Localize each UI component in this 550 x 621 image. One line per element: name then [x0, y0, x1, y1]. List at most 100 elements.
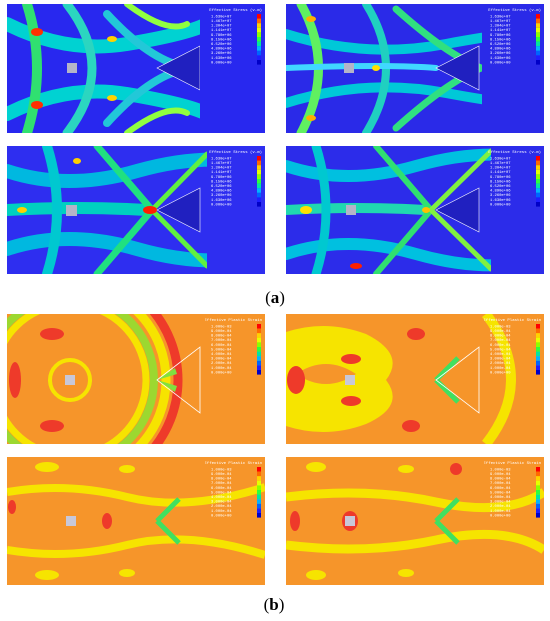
legend-value: 8.000e-04 [211, 478, 232, 482]
legend-swatch [536, 503, 540, 509]
legend-value: 1.630e+06 [211, 199, 232, 203]
legend-value: 7.000e-04 [490, 482, 511, 486]
legend-swatch [257, 60, 261, 65]
legend-value: 1.000e-03 [211, 468, 232, 472]
legend-swatch [257, 485, 261, 490]
legend-swatch [536, 467, 540, 472]
legend-value: 3.000e-04 [490, 501, 511, 505]
legend-value: 8.150e+06 [211, 180, 232, 184]
legend-swatch [257, 503, 261, 509]
legend-value: 6.000e-04 [211, 487, 232, 491]
legend-value: 3.260e+06 [490, 52, 511, 56]
legend-value: 1.141e+07 [490, 29, 511, 33]
legend-swatch [257, 179, 261, 184]
legend-swatch [257, 351, 261, 357]
legend-swatch [536, 46, 540, 51]
legend-value: 5.000e-04 [211, 491, 232, 495]
legend-swatch [536, 513, 540, 518]
legend-swatch [257, 50, 261, 56]
legend-swatch [536, 165, 540, 170]
legend-value: 4.000e-04 [211, 353, 232, 357]
legend-strain-2: Effective Plastic Strain 1.000e-03 9.000e-… [483, 316, 542, 376]
strain-panel-3 [7, 457, 265, 585]
legend-strain-1: Effective Plastic Strain 1.000e-03 9.000e-… [204, 316, 263, 376]
legend-value: 1.141e+07 [490, 171, 511, 175]
legend-value: 4.000e-04 [490, 353, 511, 357]
legend-value: 6.000e-04 [211, 344, 232, 348]
legend-value: 1.000e-04 [490, 367, 511, 371]
legend-swatch [536, 41, 540, 47]
legend-value: 8.000e-04 [211, 335, 232, 339]
legend-swatch [257, 197, 261, 202]
legend-value: 8.000e-04 [490, 478, 511, 482]
legend-graphic: Effective Plastic Strain 1.000e-039.000e-… [204, 461, 262, 518]
legend-swatch [536, 476, 540, 481]
legend-value: 1.467e+07 [211, 162, 232, 166]
legend-value: 9.000e-04 [490, 330, 511, 334]
legend-graphic: Effective Plastic Strain 1.000e-039.000e-… [483, 318, 541, 375]
legend-title: Effective Plastic Strain [484, 461, 542, 466]
legend-swatch [536, 490, 540, 495]
caption-b: (b) [263, 595, 285, 614]
legend-title: Effective Stress (v-m) [209, 150, 262, 155]
strain-panel-4 [286, 457, 544, 585]
legend-value: 2.000e-04 [211, 505, 232, 509]
legend-swatch [536, 480, 540, 486]
legend-value: 5.000e-04 [490, 491, 511, 495]
legend-swatch [257, 347, 261, 352]
legend-swatch [536, 37, 540, 42]
legend-swatch [536, 324, 540, 329]
legend-value: 3.260e+06 [211, 52, 232, 56]
legend-value: 8.150e+06 [211, 38, 232, 42]
legend-value: 9.780e+06 [211, 176, 232, 180]
strain-panel-2 [286, 314, 544, 444]
legend-swatch [257, 156, 261, 161]
legend-stress-3: Effective Stress (v-m) 1.630e+07 1.467e+07… [205, 148, 263, 208]
legend-value: 7.000e-04 [211, 482, 232, 486]
legend-swatch [257, 365, 261, 370]
legend-swatch [536, 365, 540, 370]
legend-title: Effective Stress (v-m) [488, 150, 541, 155]
legend-swatch [536, 342, 540, 347]
legend-value: 8.000e-04 [490, 335, 511, 339]
legend-title: Effective Plastic Strain [205, 318, 263, 323]
legend-value: 1.000e-04 [211, 367, 232, 371]
legend-swatch [257, 37, 261, 42]
legend-swatch [257, 370, 261, 375]
legend-value: 1.304e+07 [211, 25, 232, 29]
legend-value: 0.000e+00 [490, 514, 511, 518]
legend-swatch [257, 183, 261, 189]
legend-value: 2.000e-04 [490, 505, 511, 509]
legend-swatch [536, 360, 540, 366]
legend-value: 3.260e+06 [490, 194, 511, 198]
legend-value: 1.000e-04 [211, 510, 232, 514]
legend-swatch [257, 174, 261, 179]
legend-swatch [257, 46, 261, 51]
legend-value: 1.141e+07 [211, 171, 232, 175]
legend-swatch [257, 337, 261, 343]
legend-swatch [536, 337, 540, 343]
legend-value: 5.000e-04 [211, 348, 232, 352]
legend-swatch [536, 169, 540, 175]
legend-value: 1.000e-04 [490, 510, 511, 514]
legend-value: 1.000e-03 [490, 325, 511, 329]
legend-swatch [536, 192, 540, 198]
legend-value: 1.000e-03 [211, 325, 232, 329]
legend-value: 1.630e+07 [211, 157, 232, 161]
legend-swatch [536, 347, 540, 352]
strain-panel-1 [7, 314, 265, 444]
legend-strain-3: Effective Plastic Strain 1.000e-03 9.000e-… [204, 459, 263, 519]
legend-swatch [257, 55, 261, 60]
legend-swatch [536, 183, 540, 189]
stress-panel-2 [286, 4, 544, 133]
legend-value: 9.000e-04 [490, 473, 511, 477]
legend-value: 1.630e+07 [490, 157, 511, 161]
legend-value: 7.000e-04 [211, 339, 232, 343]
legend-value: 0.000e+00 [211, 61, 232, 65]
legend-swatch [257, 202, 261, 207]
legend-title: Effective Stress (v-m) [488, 8, 541, 13]
legend-value: 1.304e+07 [490, 167, 511, 171]
legend-swatch [257, 333, 261, 338]
stress-panel-4 [286, 146, 544, 274]
legend-swatch [257, 360, 261, 366]
